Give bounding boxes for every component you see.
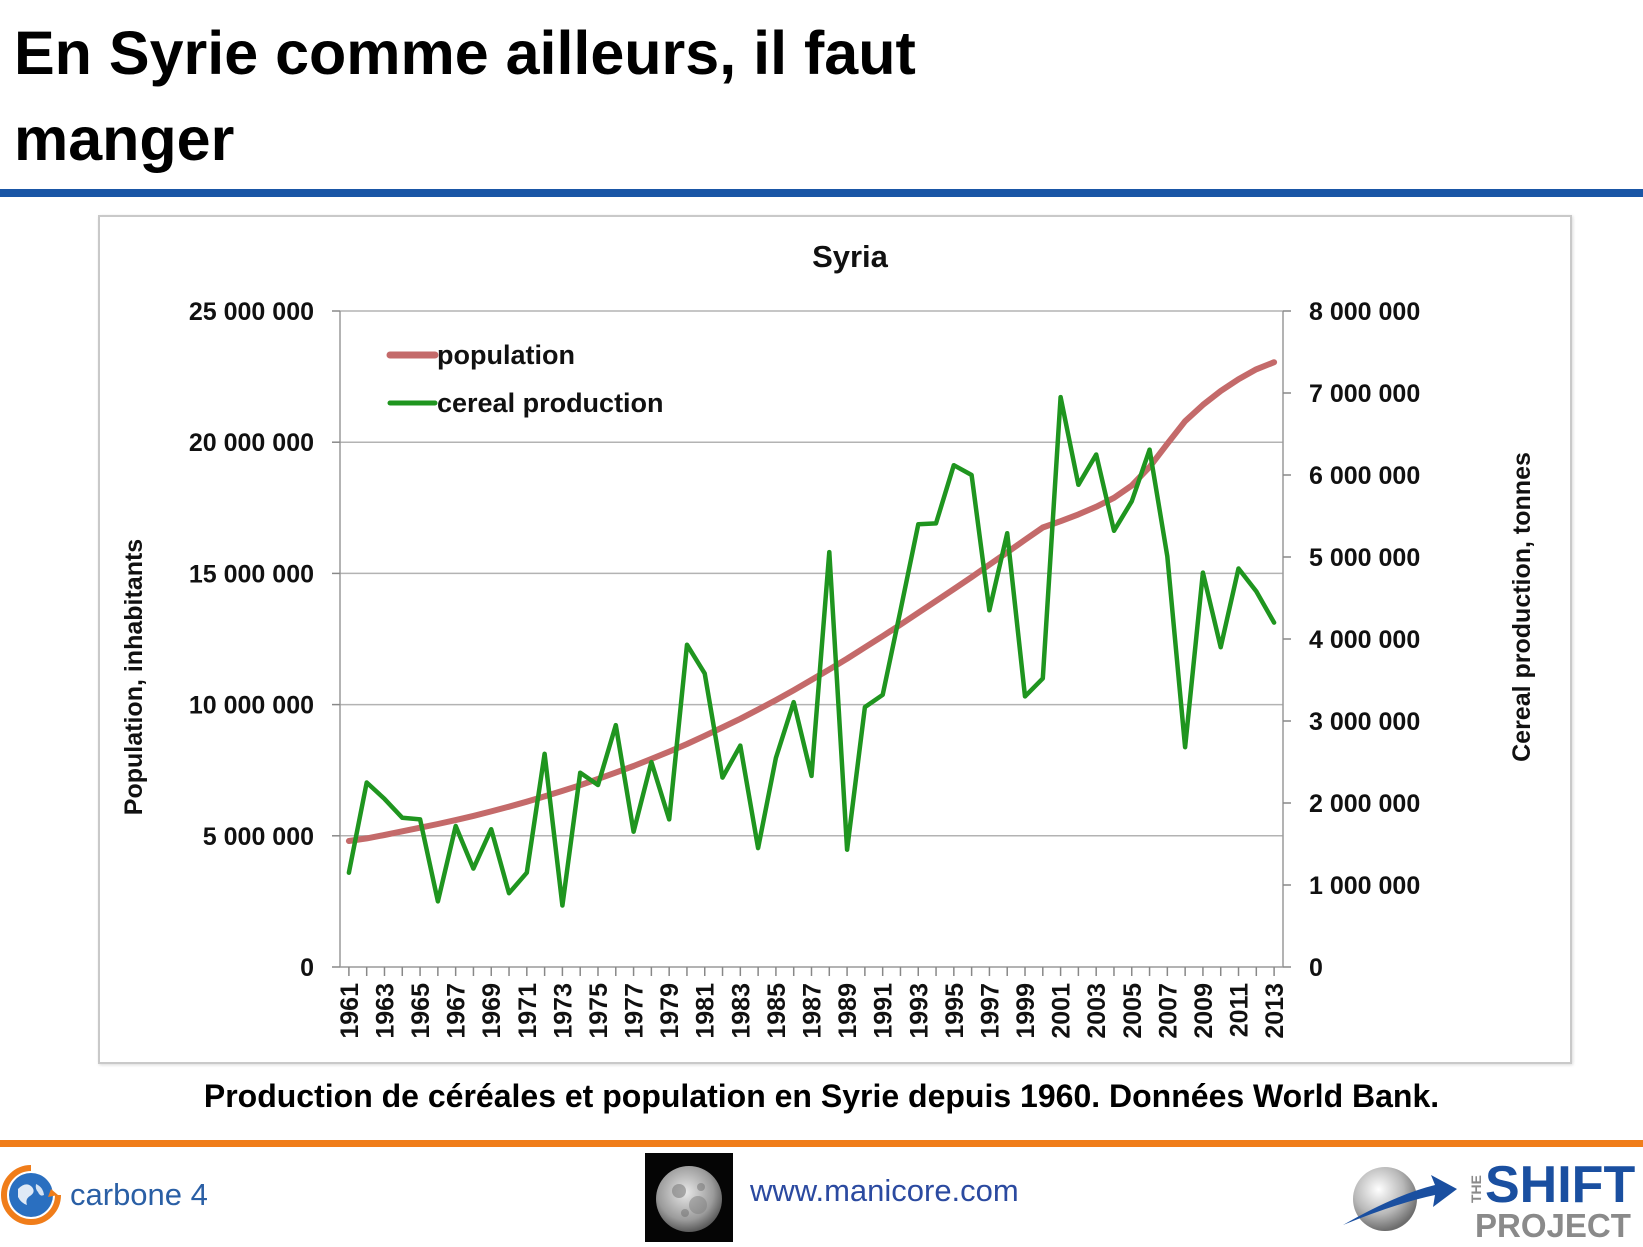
figure-caption: Production de céréales et population en … [0,1078,1643,1115]
right-tick-label: 6 000 000 [1309,462,1420,490]
x-tick-label: 2003 [1083,983,1111,1039]
right-axis-ticks: 0 1 000 000 2 000 000 3 000 000 4 000 000 5 0… [1283,298,1420,982]
x-tick-label: 1967 [443,983,471,1039]
shift-project-logo[interactable]: THE SHIFT PROJECT [1335,1155,1643,1242]
x-tick-label: 1977 [621,983,649,1039]
x-tick-label: 1991 [870,983,898,1039]
x-tick-label: 2013 [1261,983,1289,1039]
x-tick-label: 2009 [1190,983,1218,1039]
x-tick-label: 1969 [478,983,506,1039]
x-tick-label: 1997 [976,983,1004,1039]
right-tick-label: 5 000 000 [1309,544,1420,572]
moon-icon [645,1153,733,1242]
x-tick-label: 2007 [1154,983,1182,1039]
x-tick-label: 1971 [514,983,542,1039]
shift-the-label: THE [1468,1175,1484,1203]
left-tick-label: 0 [300,954,314,982]
chart-svg: Syria 0 5 000 000 10 000 000 15 000 000 20 0… [100,217,1570,1062]
right-axis-title: Cereal production, tonnes [1508,452,1536,762]
legend-label: cereal production [437,388,664,418]
x-tick-label: 1961 [336,983,364,1039]
x-tick-label: 1985 [763,983,791,1039]
slide-title: En Syrie comme ailleurs, il faut manger [14,10,1014,182]
moon-image [645,1153,733,1242]
x-tick-label: 1989 [834,983,862,1039]
x-tick-label: 1999 [1012,983,1040,1039]
left-axis-ticks: 0 5 000 000 10 000 000 15 000 000 20 000 000… [189,298,340,982]
x-tick-label: 1975 [585,983,613,1039]
right-tick-label: 4 000 000 [1309,626,1420,654]
cereal-production-line [349,397,1274,905]
right-tick-label: 7 000 000 [1309,380,1420,408]
shift-main-label: SHIFT [1485,1156,1635,1214]
x-tick-label: 2001 [1048,983,1076,1039]
left-tick-label: 25 000 000 [189,298,314,326]
x-tick-label: 1963 [371,983,399,1039]
right-tick-label: 3 000 000 [1309,708,1420,736]
x-tick-label: 1995 [941,983,969,1039]
carbone4-label: carbone 4 [70,1177,208,1213]
x-tick-label: 1965 [407,983,435,1039]
cereal-series [349,397,1274,906]
legend: population cereal production [390,340,664,418]
manicore-link[interactable]: www.manicore.com [750,1173,1019,1209]
carbone4-globe-icon [0,1164,62,1226]
right-tick-label: 8 000 000 [1309,298,1420,326]
right-tick-label: 2 000 000 [1309,790,1420,818]
series [349,362,1274,906]
x-tick-label: 2011 [1226,983,1254,1037]
x-tick-label: 1979 [656,983,684,1039]
left-axis-title: Population, inhabitants [120,539,148,815]
shift-sub-label: PROJECT [1475,1207,1631,1242]
x-tick-label: 1983 [727,983,755,1039]
left-tick-label: 15 000 000 [189,560,314,588]
x-tick-label: 1981 [692,983,720,1039]
x-tick-label: 1973 [549,983,577,1039]
legend-label: population [437,340,575,370]
footer-divider [0,1140,1643,1147]
left-tick-label: 5 000 000 [203,823,314,851]
x-tick-label: 1993 [905,983,933,1039]
chart-frame: Syria 0 5 000 000 10 000 000 15 000 000 20 0… [98,215,1572,1064]
title-divider [0,189,1643,197]
carbone4-logo[interactable]: carbone 4 [0,1160,208,1230]
x-tick-label: 1987 [799,983,827,1039]
chart-title: Syria [812,239,889,274]
left-tick-label: 20 000 000 [189,429,314,457]
right-tick-label: 1 000 000 [1309,872,1420,900]
x-tick-label: 2005 [1119,983,1147,1039]
right-tick-label: 0 [1309,954,1323,982]
left-tick-label: 10 000 000 [189,692,314,720]
